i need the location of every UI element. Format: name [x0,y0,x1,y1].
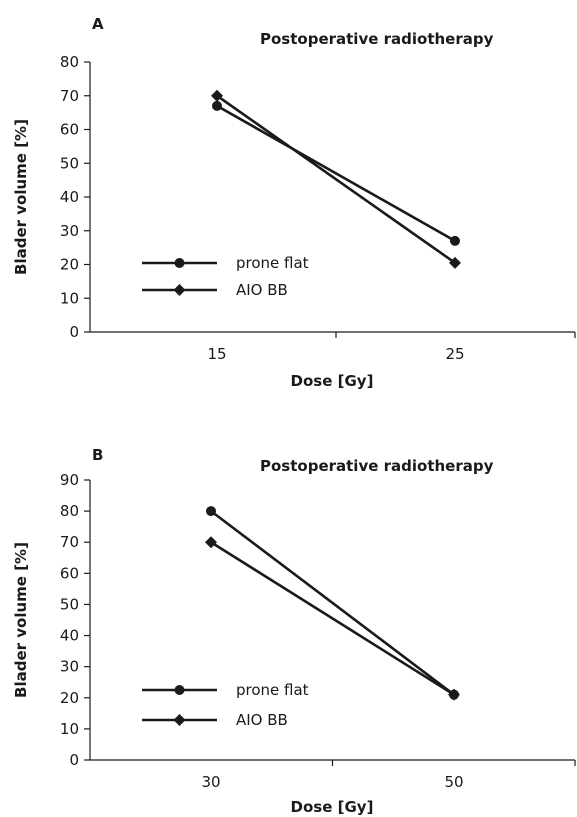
series-line-2 [216,94,456,264]
legend-label: prone flat [236,254,309,272]
y-axis-title: Blader volume [%] [12,542,30,698]
y-tick-label: 20 [60,256,79,274]
data-point-circle [212,100,222,111]
series-line-1 [210,510,455,696]
chart-panel-a: A Postoperative radiotherapy Blader volu… [0,0,577,400]
y-tick-label: 30 [60,222,79,240]
data-point-circle [450,235,460,246]
x-tick-label: 50 [444,773,463,791]
y-tick-label: 40 [60,627,79,645]
x-axis-title: Dose [Gy] [291,372,374,390]
y-tick-label: 50 [60,595,79,613]
legend-label: AIO BB [236,711,288,729]
panel-letter: A [92,15,104,33]
y-axis-title: Blader volume [%] [12,119,30,275]
x-tick-label: 15 [207,345,226,363]
y-tick-label: 70 [60,87,79,105]
y-tick-label: 60 [60,564,79,582]
y-tick-label: 80 [60,502,79,520]
y-tick-label: 10 [60,289,79,307]
chart-title: Postoperative radiotherapy [260,457,494,475]
y-tick-label: 30 [60,658,79,676]
chart-panel-b: B Postoperative radiotherapy Blader volu… [0,430,577,817]
y-tick-label: 80 [60,53,79,71]
chart-b-svg: B Postoperative radiotherapy Blader volu… [12,446,576,816]
legend-label: prone flat [236,681,309,699]
data-point-diamond [173,714,186,726]
panel-letter: B [92,446,103,464]
y-tick-label: 60 [60,121,79,139]
x-tick-label: 30 [201,773,220,791]
x-axis-title: Dose [Gy] [291,798,374,816]
y-tick-label: 90 [60,471,79,489]
chart-a-svg: A Postoperative radiotherapy Blader volu… [12,15,576,390]
data-point-diamond [173,284,186,296]
y-tick-label: 0 [69,323,79,341]
data-point-diamond [205,536,217,549]
data-point-circle [174,258,185,268]
y-tick-label: 40 [60,188,79,206]
data-point-diamond [449,256,461,269]
y-tick-label: 70 [60,533,79,551]
y-tick-label: 20 [60,689,79,707]
data-point-circle [206,506,216,517]
data-point-diamond [211,89,223,102]
chart-title: Postoperative radiotherapy [260,30,494,48]
series-line-1 [216,104,456,243]
y-tick-label: 50 [60,154,79,172]
x-tick-label: 25 [445,345,464,363]
data-point-diamond [448,688,460,701]
y-tick-label: 0 [69,751,79,769]
series-line-2 [210,541,455,696]
legend-label: AIO BB [236,281,288,299]
data-point-circle [174,685,185,695]
y-tick-label: 10 [60,720,79,738]
